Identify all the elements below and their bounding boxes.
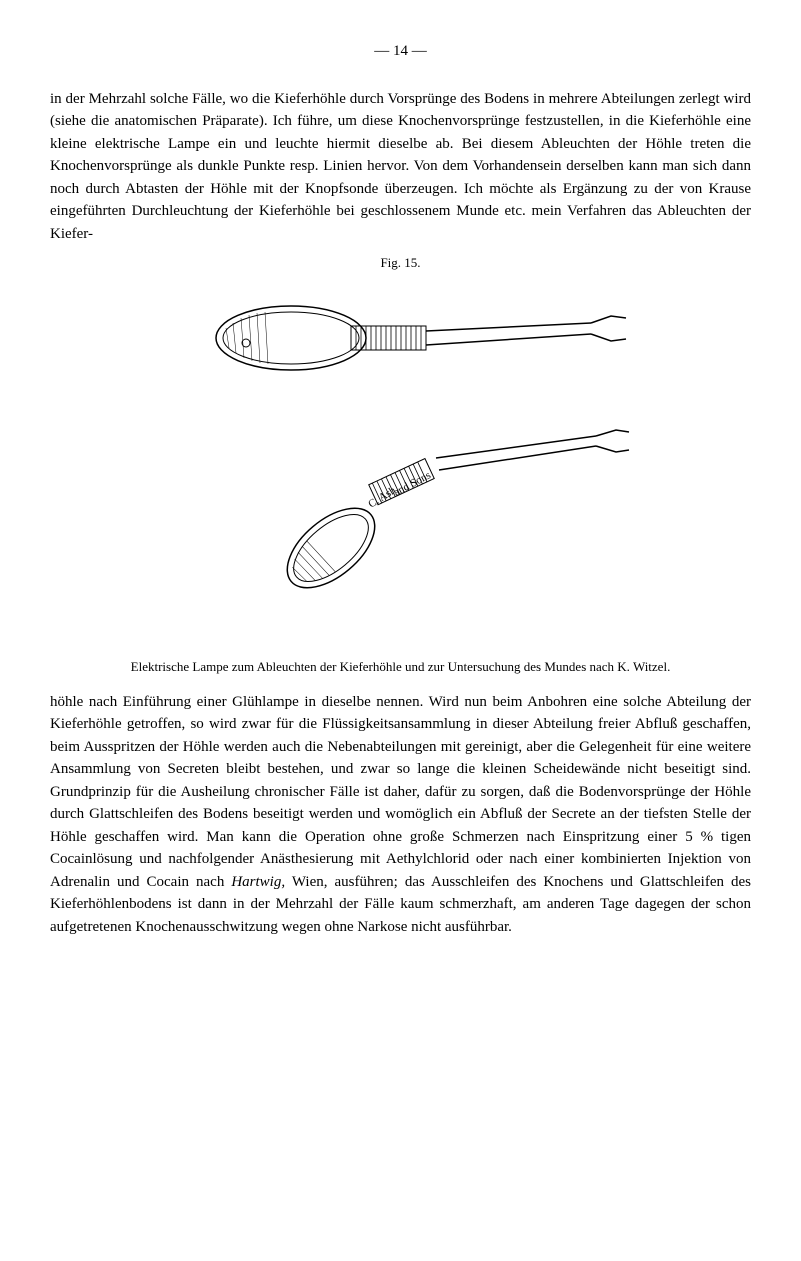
figure-caption: Elektrische Lampe zum Ableuchten der Kie…: [90, 658, 711, 676]
figure-15: C. Ash and Sons: [50, 288, 751, 638]
paragraph-1: in der Mehrzahl solche Fälle, wo die Kie…: [50, 88, 751, 246]
figure-label: Fig. 15.: [50, 253, 751, 273]
paragraph-2-italic: Hartwig,: [231, 874, 285, 890]
page-number: — 14 —: [50, 40, 751, 63]
paragraph-2: höhle nach Einführung einer Glühlampe in…: [50, 691, 751, 939]
paragraph-2-start: höhle nach Einführung einer Glühlampe in…: [50, 694, 751, 890]
